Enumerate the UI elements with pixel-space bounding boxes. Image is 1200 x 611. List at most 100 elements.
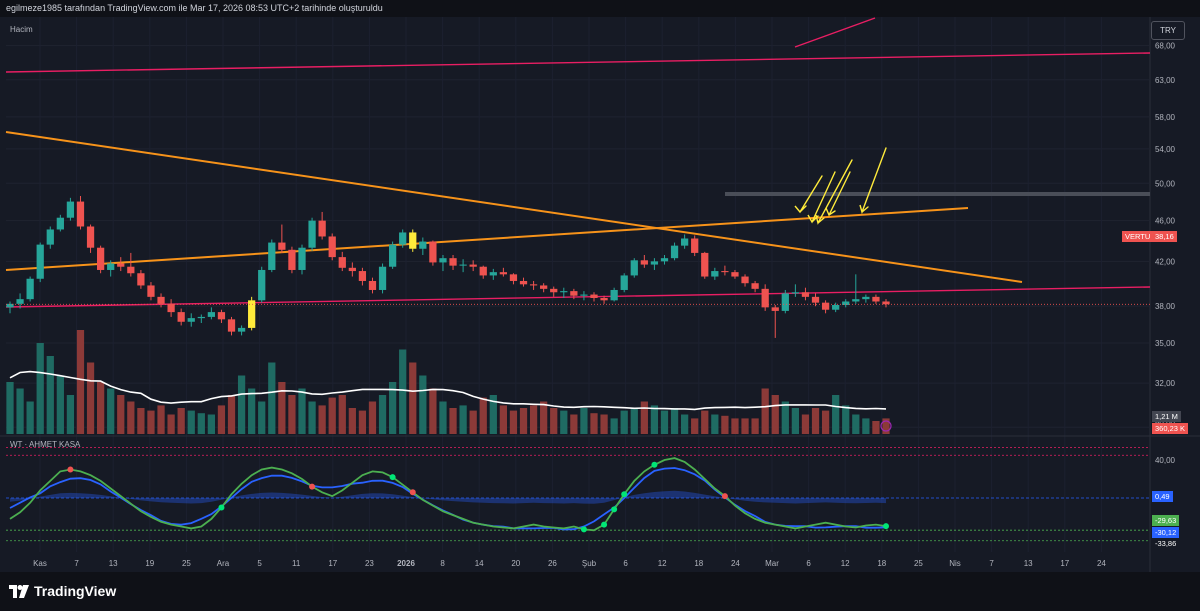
volume-bar <box>358 410 367 434</box>
candle <box>278 242 286 250</box>
candle <box>489 272 497 276</box>
volume-bar <box>519 408 528 434</box>
time-axis-label: 18 <box>694 559 703 568</box>
volume-bar <box>801 414 810 434</box>
candle <box>751 283 759 289</box>
time-axis-label: 6 <box>623 559 628 568</box>
candle <box>791 292 800 294</box>
currency-selector[interactable]: TRY <box>1151 21 1185 40</box>
volume-bar <box>66 395 75 434</box>
candle <box>509 274 518 281</box>
candle <box>640 260 648 265</box>
candle <box>570 291 578 296</box>
price-axis-label: 42,00 <box>1155 257 1176 266</box>
candle <box>459 264 467 266</box>
candle <box>721 271 729 273</box>
price-axis-label: 63,00 <box>1155 76 1176 85</box>
candle <box>610 289 618 301</box>
candle <box>6 303 14 308</box>
candle <box>378 266 387 290</box>
volume-bar <box>399 349 407 434</box>
volume-bar <box>811 408 820 434</box>
wt-sell-signal-dot <box>721 493 728 500</box>
volume-bar <box>147 410 155 434</box>
candle <box>207 312 216 317</box>
wt-buy-signal-dot <box>651 461 658 468</box>
candle <box>338 257 346 268</box>
volume-bar <box>248 388 256 434</box>
wt-sell-signal-dot <box>409 489 416 496</box>
time-axis-label: 6 <box>806 559 811 568</box>
volume-bar <box>56 375 64 434</box>
candle <box>167 303 175 313</box>
candle <box>288 249 296 270</box>
volume-bar <box>298 388 306 434</box>
candle <box>560 291 568 293</box>
channel-extension-line <box>794 17 876 48</box>
time-axis-label: 24 <box>1097 559 1106 568</box>
time-axis-label: 13 <box>109 559 118 568</box>
wt-sell-signal-dot <box>67 466 74 473</box>
candle <box>318 220 326 237</box>
drawing-annotations <box>794 147 887 225</box>
time-axis-label: 18 <box>877 559 886 568</box>
candle <box>358 271 367 281</box>
wt1-value-tag: -29,63 <box>1152 515 1180 526</box>
volume-bar <box>197 413 205 434</box>
candle <box>348 267 356 272</box>
candle <box>650 261 659 265</box>
wt-upper-tag: 0,49 <box>1152 491 1173 502</box>
time-axis-label: 19 <box>145 559 154 568</box>
time-axis-label: 14 <box>475 559 484 568</box>
volume-bar <box>6 382 14 434</box>
time-axis-label: Nis <box>949 559 961 568</box>
chart-grid <box>0 17 1200 572</box>
candle <box>117 263 125 267</box>
volume-bar <box>107 388 115 434</box>
volume-bar <box>117 395 125 434</box>
resistance-zone <box>725 192 1150 196</box>
candle <box>701 252 709 277</box>
wt-buy-signal-dot <box>218 504 225 511</box>
candle <box>388 244 397 267</box>
volume-bar <box>821 410 830 434</box>
candle <box>479 266 487 276</box>
candle <box>439 258 447 263</box>
volume-bar <box>701 410 709 434</box>
candle <box>872 296 880 302</box>
candle <box>469 264 477 267</box>
volume-bar <box>670 408 679 434</box>
volume-bar <box>368 401 377 434</box>
volume-bar <box>791 408 800 434</box>
time-axis-label: Ara <box>217 559 230 568</box>
volume-bar <box>278 382 286 434</box>
volume-bar <box>852 414 860 434</box>
time-axis-label: 26 <box>548 559 557 568</box>
candle <box>580 294 588 296</box>
candle <box>76 201 85 227</box>
candle <box>227 319 236 332</box>
time-axis-label: 23 <box>365 559 374 568</box>
volume-pane-title: Hacim <box>10 25 33 34</box>
annotation-arrow <box>859 147 887 215</box>
volume-bar <box>479 397 487 434</box>
time-axis-label: 8 <box>440 559 445 568</box>
volume-bar <box>308 401 316 434</box>
volume-bar <box>177 408 185 434</box>
snapshot-attribution: egilmeze1985 tarafından TradingView.com … <box>6 3 383 13</box>
candle <box>852 299 860 302</box>
time-axis-label: 20 <box>511 559 520 568</box>
candle <box>399 232 407 245</box>
candle <box>107 263 115 270</box>
candle <box>741 276 749 284</box>
wt2-value-tag: -30,12 <box>1152 527 1180 538</box>
volume-bar <box>36 343 44 434</box>
volume-bar <box>207 414 216 434</box>
candle <box>600 298 608 301</box>
candle <box>590 294 598 299</box>
volume-ma-tag: 1,21 M <box>1152 411 1181 422</box>
candlestick-series <box>6 196 1150 338</box>
volume-bar <box>731 418 739 434</box>
price-axis-label: 50,00 <box>1155 179 1176 188</box>
